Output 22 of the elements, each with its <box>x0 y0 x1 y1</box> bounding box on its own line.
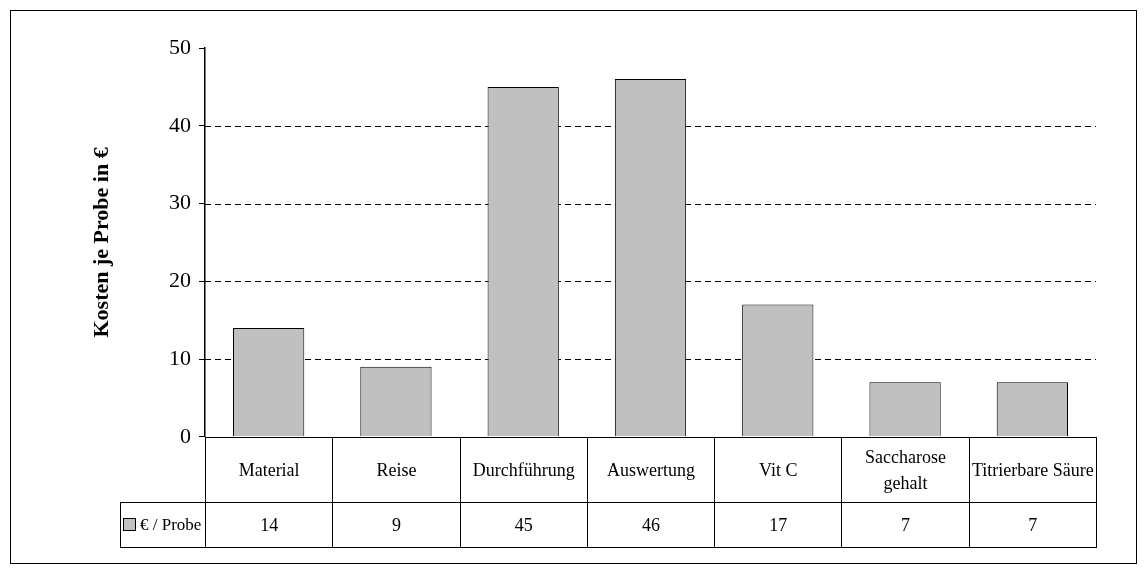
data-label: 46 <box>586 501 716 548</box>
legend-label: € / Probe <box>140 513 202 536</box>
x-tick-label: Titrierbare Säure <box>968 436 1097 503</box>
x-tick-label: Material <box>205 436 334 503</box>
data-label: 14 <box>205 501 334 548</box>
data-label: 7 <box>968 501 1097 548</box>
data-label: 17 <box>714 501 843 548</box>
y-axis-title: Kosten je Probe in € <box>87 147 113 338</box>
x-tick-label: Reise <box>332 436 461 503</box>
x-tick-label: Saccharose gehalt <box>841 436 970 503</box>
y-tick-label: 30 <box>169 189 191 215</box>
data-label: 9 <box>332 501 461 548</box>
data-label: 45 <box>459 501 588 548</box>
y-tick-label: 50 <box>169 33 191 59</box>
x-tick-label: Durchführung <box>459 436 588 503</box>
data-label: 7 <box>841 501 970 548</box>
x-tick-label: Vit C <box>714 436 843 503</box>
y-tick-label: 20 <box>169 267 191 293</box>
y-tick-label: 0 <box>180 422 191 448</box>
y-tick-label: 40 <box>169 111 191 137</box>
y-tick-label: 10 <box>169 344 191 370</box>
x-tick-label: Auswertung <box>586 436 716 503</box>
